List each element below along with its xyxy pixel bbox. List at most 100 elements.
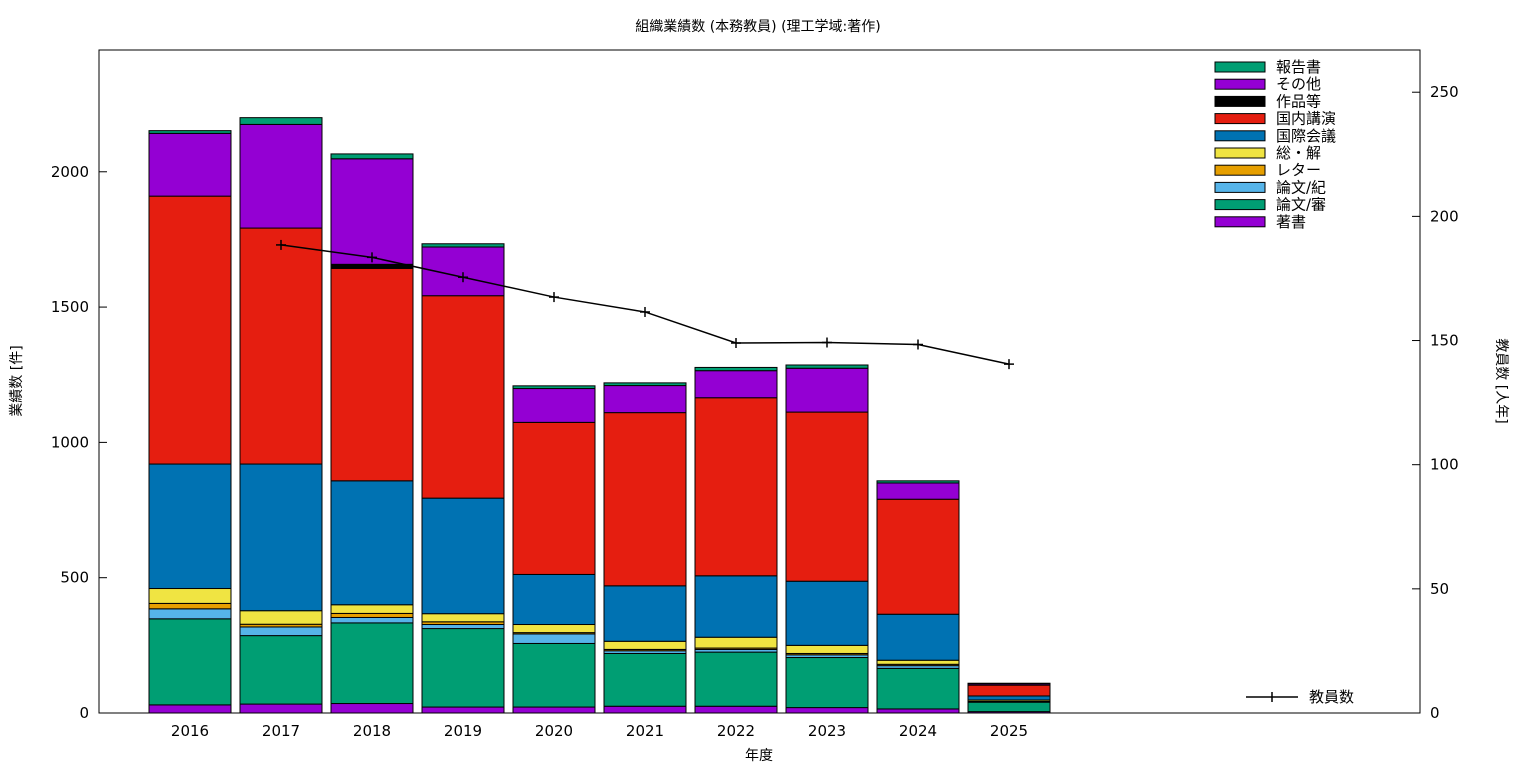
- line-layer: [276, 239, 1014, 370]
- y-axis-label: 業績数 [件]: [9, 345, 25, 416]
- bar-segment-2021-5: [603, 585, 687, 642]
- legend-swatch-3: [1214, 113, 1266, 125]
- bar-segment-2025-1: [967, 701, 1051, 713]
- bar-segment-2022-1: [694, 651, 778, 707]
- chart-title: 組織業績数 (本務教員) (理工学域:著作): [635, 19, 880, 35]
- bars-layer: [148, 117, 1051, 714]
- bar-segment-2018-7: [330, 263, 414, 269]
- legend-swatch-6: [1214, 164, 1266, 176]
- x-tick-label-2020: 2020: [535, 722, 573, 740]
- bar-segment-2020-9: [512, 385, 596, 390]
- bar-segment-2016-2: [148, 608, 232, 620]
- bar-segment-2016-3: [148, 602, 232, 610]
- bar-segment-2017-6: [239, 227, 323, 465]
- legend-swatch-2: [1214, 95, 1266, 107]
- y2-tick-label-150: 150: [1430, 332, 1459, 350]
- y-tick-label-2000: 2000: [51, 163, 89, 181]
- bar-segment-2019-4: [421, 613, 505, 623]
- legend-swatch-7: [1214, 181, 1266, 193]
- legend-swatch-0: [1214, 61, 1266, 73]
- legend-label-1: その他: [1276, 75, 1321, 93]
- legend-swatch-1: [1214, 78, 1266, 90]
- x-tick-label-2016: 2016: [171, 722, 209, 740]
- legend-label-2: 作品等: [1276, 92, 1321, 110]
- bar-segment-2018-0: [330, 703, 414, 714]
- bar-segment-2024-4: [876, 659, 960, 665]
- bar-segment-2016-5: [148, 463, 232, 590]
- y2-axis-label: 教員数 [人年]: [1493, 338, 1509, 423]
- bar-segment-2019-2: [421, 624, 505, 630]
- bar-segment-2024-9: [876, 480, 960, 484]
- bar-segment-2020-6: [512, 421, 596, 575]
- bar-segment-2016-8: [148, 132, 232, 197]
- bar-segment-2018-9: [330, 153, 414, 160]
- bar-segment-2022-0: [694, 705, 778, 714]
- x-tick-label-2022: 2022: [717, 722, 755, 740]
- bar-segment-2017-9: [239, 117, 323, 125]
- plot-frame: [98, 49, 1421, 714]
- y2-tick-label-200: 200: [1430, 207, 1459, 225]
- bar-segment-2022-4: [694, 636, 778, 649]
- bar-segment-2016-4: [148, 588, 232, 604]
- y-tick-label-1000: 1000: [51, 433, 89, 451]
- bar-segment-2020-1: [512, 642, 596, 708]
- legend-swatch-4: [1214, 130, 1266, 142]
- x-tick-label-2021: 2021: [626, 722, 664, 740]
- bar-segment-2022-9: [694, 366, 778, 372]
- y-tick-label-0: 0: [79, 704, 89, 722]
- bar-segment-2020-0: [512, 706, 596, 714]
- bar-segment-2017-4: [239, 610, 323, 625]
- bar-segment-2023-4: [785, 644, 869, 654]
- bar-segment-2024-8: [876, 482, 960, 500]
- bar-segment-2024-0: [876, 708, 960, 714]
- axes-layer: 2016 2017 2018 2019 2020 2021 2022 2023 2024 2025…: [51, 83, 1459, 740]
- legend-label-7: 論文/紀: [1276, 178, 1326, 196]
- bar-segment-2021-6: [603, 412, 687, 587]
- y2-tick-label-50: 50: [1430, 580, 1449, 598]
- x-tick-label-2017: 2017: [262, 722, 300, 740]
- bar-segment-2017-5: [239, 463, 323, 612]
- bar-segment-2017-2: [239, 626, 323, 637]
- y-tick-label-500: 500: [60, 569, 89, 587]
- bar-segment-2021-4: [603, 640, 687, 650]
- bar-segment-2019-6: [421, 295, 505, 499]
- bar-segment-2023-5: [785, 580, 869, 646]
- bar-segment-2017-0: [239, 703, 323, 714]
- bar-segment-2024-5: [876, 613, 960, 661]
- bar-segment-2018-3: [330, 612, 414, 618]
- bar-segment-2025-5: [967, 695, 1051, 701]
- bar-segment-2018-5: [330, 480, 414, 606]
- bar-segment-2018-8: [330, 158, 414, 265]
- bar-segment-2016-9: [148, 130, 232, 134]
- bar-segment-2017-1: [239, 635, 323, 705]
- bar-segment-2021-8: [603, 385, 687, 414]
- bar-segment-2021-1: [603, 652, 687, 707]
- bar-segment-2016-1: [148, 618, 232, 706]
- bar-segment-2016-0: [148, 704, 232, 714]
- legend-label-6: レター: [1276, 161, 1321, 179]
- bar-segment-2019-9: [421, 243, 505, 248]
- y2-tick-label-0: 0: [1430, 704, 1440, 722]
- bar-segment-2016-6: [148, 195, 232, 465]
- bar-segment-2020-8: [512, 388, 596, 423]
- y2-tick-label-250: 250: [1430, 83, 1459, 101]
- legend-label-8: 論文/審: [1276, 196, 1326, 214]
- x-tick-label-2019: 2019: [444, 722, 482, 740]
- bar-segment-2023-9: [785, 364, 869, 369]
- bar-segment-2022-6: [694, 397, 778, 577]
- bar-segment-2020-2: [512, 633, 596, 644]
- legend-label-0: 報告書: [1276, 58, 1321, 76]
- bar-segment-2022-5: [694, 575, 778, 638]
- bar-segment-2018-6: [330, 267, 414, 482]
- legend-label-4: 国際会議: [1276, 127, 1336, 145]
- legend-label-9: 著書: [1276, 213, 1306, 231]
- x-tick-label-2025: 2025: [990, 722, 1028, 740]
- legend-swatch-9: [1214, 216, 1266, 228]
- legend-line-label: 教員数: [1309, 688, 1354, 706]
- bar-segment-2023-6: [785, 411, 869, 582]
- bar-segment-2022-8: [694, 370, 778, 399]
- legend-label-3: 国内講演: [1276, 110, 1336, 128]
- y-tick-label-1500: 1500: [51, 298, 89, 316]
